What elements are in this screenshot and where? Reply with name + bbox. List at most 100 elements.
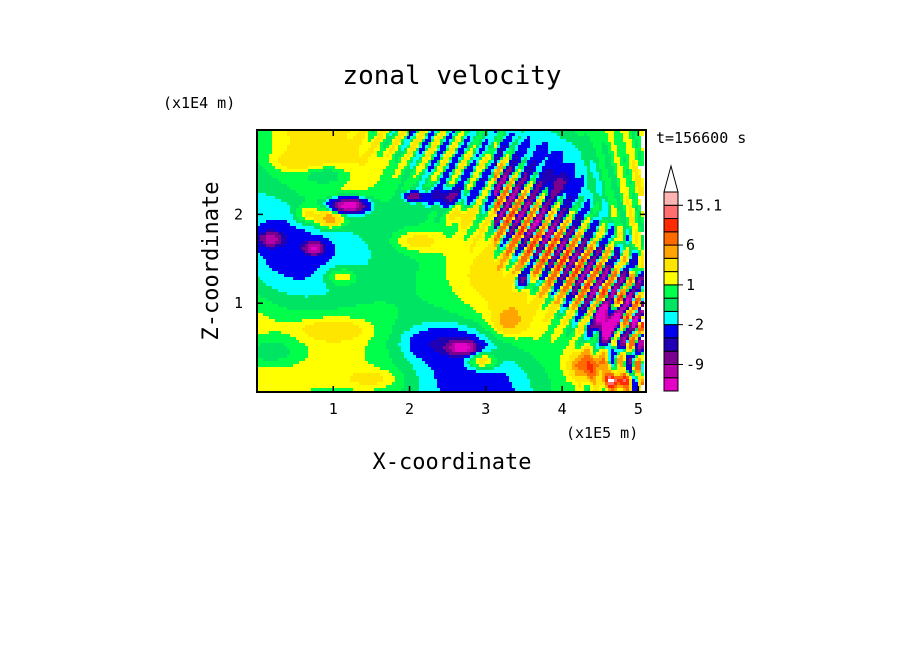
contour-cell — [626, 292, 629, 295]
contour-cell — [323, 247, 326, 250]
contour-cell — [431, 346, 443, 349]
contour-cell — [341, 223, 347, 226]
contour-cell — [503, 334, 542, 337]
contour-cell — [464, 148, 467, 151]
contour-cell — [536, 274, 539, 277]
contour-cell — [596, 283, 599, 286]
contour-cell — [602, 259, 605, 262]
contour-cell — [257, 352, 290, 355]
contour-cell — [635, 373, 641, 376]
contour-cell — [566, 334, 569, 337]
contour-cell — [407, 193, 410, 196]
contour-cell — [530, 202, 533, 205]
contour-cell — [617, 169, 623, 172]
contour-cell — [533, 190, 539, 193]
contour-cell — [257, 340, 299, 343]
contour-cell — [362, 208, 365, 211]
contour-cell — [593, 295, 596, 298]
contour-cell — [281, 169, 308, 172]
contour-cell — [548, 181, 551, 184]
contour-cell — [602, 280, 605, 283]
contour-cell — [440, 145, 446, 148]
contour-cell — [461, 145, 467, 148]
contour-cell — [416, 271, 446, 274]
contour-cell — [503, 151, 506, 154]
contour-cell — [287, 346, 308, 349]
contour-cell — [446, 349, 452, 352]
contour-cell — [578, 292, 581, 295]
contour-cell — [434, 373, 506, 376]
contour-cell — [560, 364, 566, 367]
contour-cell — [512, 289, 518, 292]
contour-cell — [503, 145, 506, 148]
contour-cell — [512, 232, 515, 235]
contour-cell — [527, 208, 530, 211]
contour-cell — [533, 169, 536, 172]
contour-cell — [338, 193, 359, 196]
contour-cell — [380, 175, 392, 178]
contour-cell — [605, 283, 611, 286]
contour-cell — [635, 286, 641, 289]
contour-cell — [296, 190, 395, 193]
contour-cell — [482, 187, 485, 190]
contour-cell — [623, 133, 629, 136]
contour-cell — [617, 163, 620, 166]
contour-cell — [416, 130, 419, 133]
contour-cell — [470, 226, 479, 229]
contour-cell — [581, 259, 584, 262]
contour-cell — [257, 259, 266, 262]
y-axis: 12 — [234, 205, 646, 312]
contour-cell — [632, 253, 638, 256]
contour-cell — [512, 178, 515, 181]
contour-cell — [395, 319, 473, 322]
contour-cell — [398, 307, 443, 310]
contour-cell — [503, 223, 509, 226]
contour-cell — [641, 265, 644, 268]
contour-cell — [596, 280, 599, 283]
contour-cell — [638, 145, 641, 148]
contour-cell — [623, 265, 626, 268]
contour-cell — [377, 136, 383, 139]
contour-cell — [545, 253, 548, 256]
contour-cell — [410, 190, 419, 193]
contour-cell — [530, 163, 536, 166]
contour-cell — [590, 274, 596, 277]
contour-cell — [602, 373, 605, 376]
contour-cell — [560, 298, 563, 301]
contour-cell — [578, 241, 581, 244]
contour-cell — [620, 220, 626, 223]
contour-cell — [404, 373, 416, 376]
contour-cell — [512, 247, 515, 250]
contour-cell — [563, 265, 566, 268]
contour-cell — [635, 358, 638, 361]
contour-cell — [599, 283, 602, 286]
contour-cell — [449, 211, 452, 214]
contour-cell — [611, 388, 614, 391]
contour-cell — [494, 184, 497, 187]
contour-cell — [554, 232, 557, 235]
contour-cell — [623, 196, 626, 199]
contour-cell — [515, 178, 518, 181]
contour-cell — [350, 175, 380, 178]
contour-cell — [626, 313, 629, 316]
contour-cell — [473, 205, 479, 208]
contour-cell — [476, 346, 482, 349]
contour-cell — [584, 265, 587, 268]
contour-cell — [521, 262, 524, 265]
contour-cell — [518, 217, 521, 220]
contour-cell — [542, 283, 545, 286]
contour-cell — [626, 205, 629, 208]
contour-cell — [632, 319, 638, 322]
contour-cell — [599, 163, 605, 166]
contour-cell — [620, 130, 629, 133]
contour-cell — [410, 199, 416, 202]
contour-cell — [521, 232, 524, 235]
contour-cell — [434, 190, 440, 193]
contour-cell — [581, 385, 584, 388]
contour-cell — [629, 268, 632, 271]
contour-cell — [500, 235, 503, 238]
contour-cell — [494, 367, 521, 370]
contour-cell — [605, 157, 611, 160]
contour-cell — [491, 226, 494, 229]
